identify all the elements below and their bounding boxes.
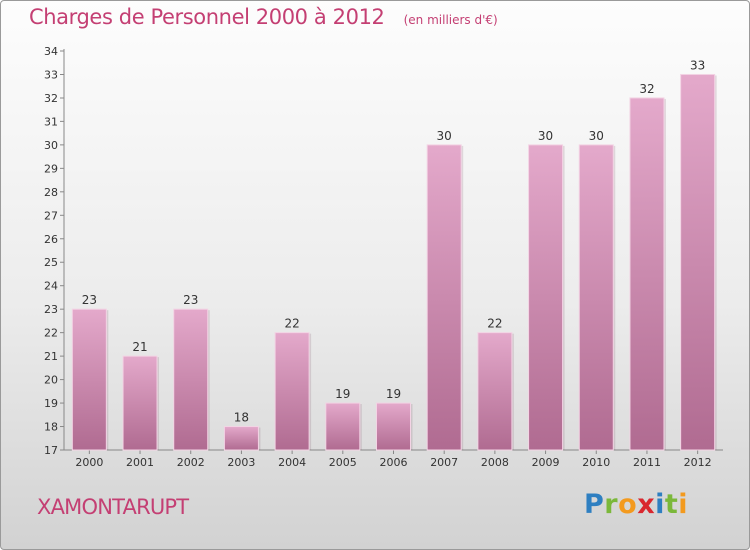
y-tick-label: 29 [44, 162, 58, 175]
x-tick-label: 2005 [329, 456, 357, 469]
x-tick-label: 2003 [227, 456, 255, 469]
bar-value-label: 23 [82, 293, 97, 307]
y-tick-label: 28 [44, 186, 58, 199]
x-tick-label: 2008 [481, 456, 509, 469]
y-tick-label: 33 [44, 68, 58, 81]
bar-value-label: 19 [335, 387, 350, 401]
bar [122, 355, 158, 451]
bar [426, 144, 462, 451]
bar-value-label: 33 [690, 58, 705, 72]
bar-value-label: 21 [132, 340, 147, 354]
x-tick-label: 2007 [430, 456, 458, 469]
y-tick-label: 24 [44, 280, 58, 293]
bar [376, 402, 411, 451]
bar-value-label: 22 [487, 317, 502, 331]
x-tick-label: 2012 [684, 456, 712, 469]
y-tick-label: 25 [44, 256, 58, 269]
y-tick-label: 23 [44, 303, 58, 316]
y-tick-label: 34 [44, 45, 58, 58]
bar-value-label: 30 [538, 129, 553, 143]
logo-letter: i [678, 489, 689, 520]
bar [477, 332, 513, 451]
chart-subtitle: (en milliers d'€) [403, 13, 498, 27]
bar-value-label: 23 [183, 293, 198, 307]
y-tick-label: 22 [44, 327, 58, 340]
bar [680, 73, 716, 451]
y-tick-label: 26 [44, 233, 58, 246]
chart-title: Charges de Personnel 2000 à 2012 [29, 5, 385, 29]
commune-name: XAMONTARUPT [37, 495, 189, 519]
y-tick-label: 17 [44, 444, 58, 457]
y-tick-label: 32 [44, 92, 58, 105]
x-tick-label: 2006 [380, 456, 408, 469]
logo-letter: i [655, 489, 665, 520]
x-tick-label: 2002 [177, 456, 205, 469]
y-tick-label: 21 [44, 350, 58, 363]
logo-letter: r [604, 489, 619, 520]
y-tick-label: 30 [44, 139, 58, 152]
x-tick-label: 2004 [278, 456, 306, 469]
logo-letter: x [637, 489, 656, 520]
x-tick-label: 2000 [75, 456, 103, 469]
bar [173, 308, 209, 451]
bar [71, 308, 107, 451]
bar [223, 426, 259, 451]
bar [578, 144, 614, 451]
bar [274, 332, 310, 451]
y-tick-label: 18 [44, 421, 58, 434]
logo-letter: o [618, 489, 638, 520]
bar-value-label: 22 [284, 317, 299, 331]
bar-value-label: 30 [437, 129, 452, 143]
bar-value-label: 19 [386, 387, 401, 401]
bar-value-label: 18 [234, 411, 249, 425]
x-tick-label: 2011 [633, 456, 661, 469]
logo-letter: t [664, 489, 679, 520]
y-tick-label: 27 [44, 209, 58, 222]
title-block: Charges de Personnel 2000 à 2012 (en mil… [29, 5, 498, 29]
axes: 17 18 19 20 21 22 23 24 25 26 27 28 29 30 31 32 33 34 [44, 45, 723, 457]
bar [528, 144, 564, 451]
proxiti-logo[interactable]: Proxiti [584, 489, 688, 520]
y-tick-label: 19 [44, 397, 58, 410]
x-tick-label: 2009 [532, 456, 560, 469]
x-tick-label: 2001 [126, 456, 154, 469]
labels: 23 2000 21 2001 23 2002 18 2003 22 2004 19 2005 19 20… [75, 58, 711, 469]
bars [71, 73, 717, 451]
logo-letter: P [584, 489, 605, 520]
y-tick-label: 20 [44, 374, 58, 387]
y-tick-label: 31 [44, 115, 58, 128]
x-tick-label: 2010 [582, 456, 610, 469]
bar [629, 97, 665, 451]
bar [325, 402, 361, 451]
bar-value-label: 32 [639, 82, 654, 96]
bar-value-label: 30 [589, 129, 604, 143]
